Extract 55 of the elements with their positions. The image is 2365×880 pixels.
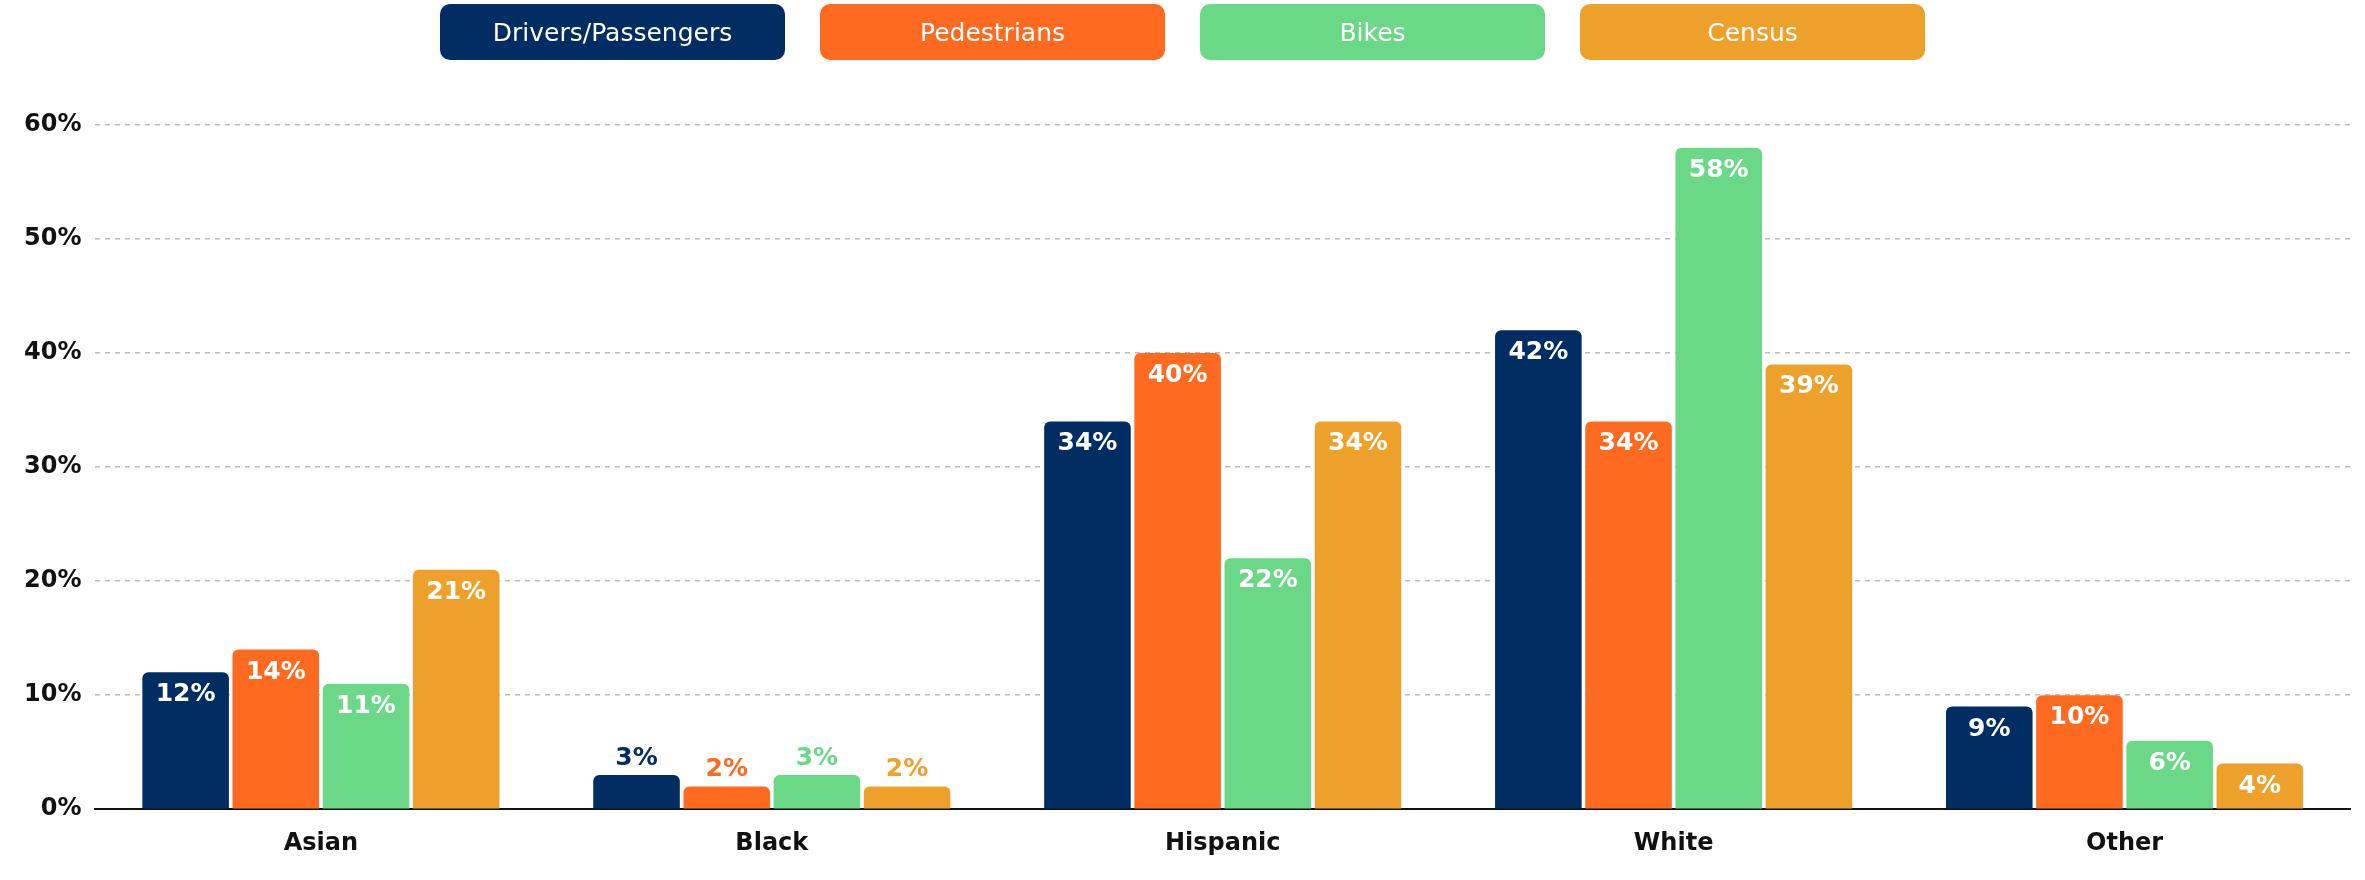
bar [1585,421,1672,809]
bar [683,786,771,809]
data-label: 10% [2049,701,2110,731]
y-tick-label: 30% [23,451,82,480]
bar [1765,364,1853,809]
x-tick-label: Hispanic [1164,827,1281,856]
data-label: 2% [705,753,748,783]
text: Pedestrians [820,4,1165,60]
x-tick-label: Other [2086,827,2164,856]
bar [322,683,410,809]
text: Bikes [1200,4,1545,60]
bar [1945,706,2033,809]
data-label: 22% [1237,564,1298,594]
x-tick-label: White [1633,827,1714,856]
bar [142,672,229,809]
y-tick-label: 40% [23,337,82,366]
bar [232,649,320,809]
bar [1314,421,1402,809]
y-tick-label: 10% [23,679,82,708]
x-tick-label: Asian [283,827,359,856]
data-label: 3% [615,741,658,771]
data-label: 6% [2148,746,2191,776]
data-label: 12% [155,678,216,708]
data-label: 34% [1057,427,1118,457]
data-label: 3% [795,741,839,771]
data-label: 34% [1328,427,1388,457]
y-tick-label: 20% [23,565,82,594]
y-tick-label: 50% [23,223,82,252]
data-label: 2% [885,753,929,783]
bar [412,569,500,809]
y-tick-label: 60% [23,109,82,138]
bar [593,774,680,809]
data-label: 4% [2238,769,2282,799]
bar [2036,695,2123,809]
bar [1224,558,1312,809]
data-label: 14% [245,655,306,685]
x-tick-label: Black [735,827,810,856]
y-tick-label: 0% [40,793,82,822]
bar [2126,740,2213,809]
data-label: 40% [1147,359,1208,389]
data-label: 34% [1598,427,1659,457]
data-label: 42% [1508,336,1569,366]
bar [1495,330,1582,809]
data-label: 11% [336,689,396,719]
bar [1044,421,1131,809]
data-label: 9% [1968,712,2011,742]
bar [863,786,951,809]
data-label: 39% [1778,370,1839,400]
data-label: 58% [1688,153,1749,183]
bar [773,774,861,809]
bar [1134,353,1221,809]
text: Census [1580,4,1925,60]
data-label: 21% [426,575,487,605]
bar [1675,147,1763,809]
text: Drivers/Passengers [440,4,785,60]
